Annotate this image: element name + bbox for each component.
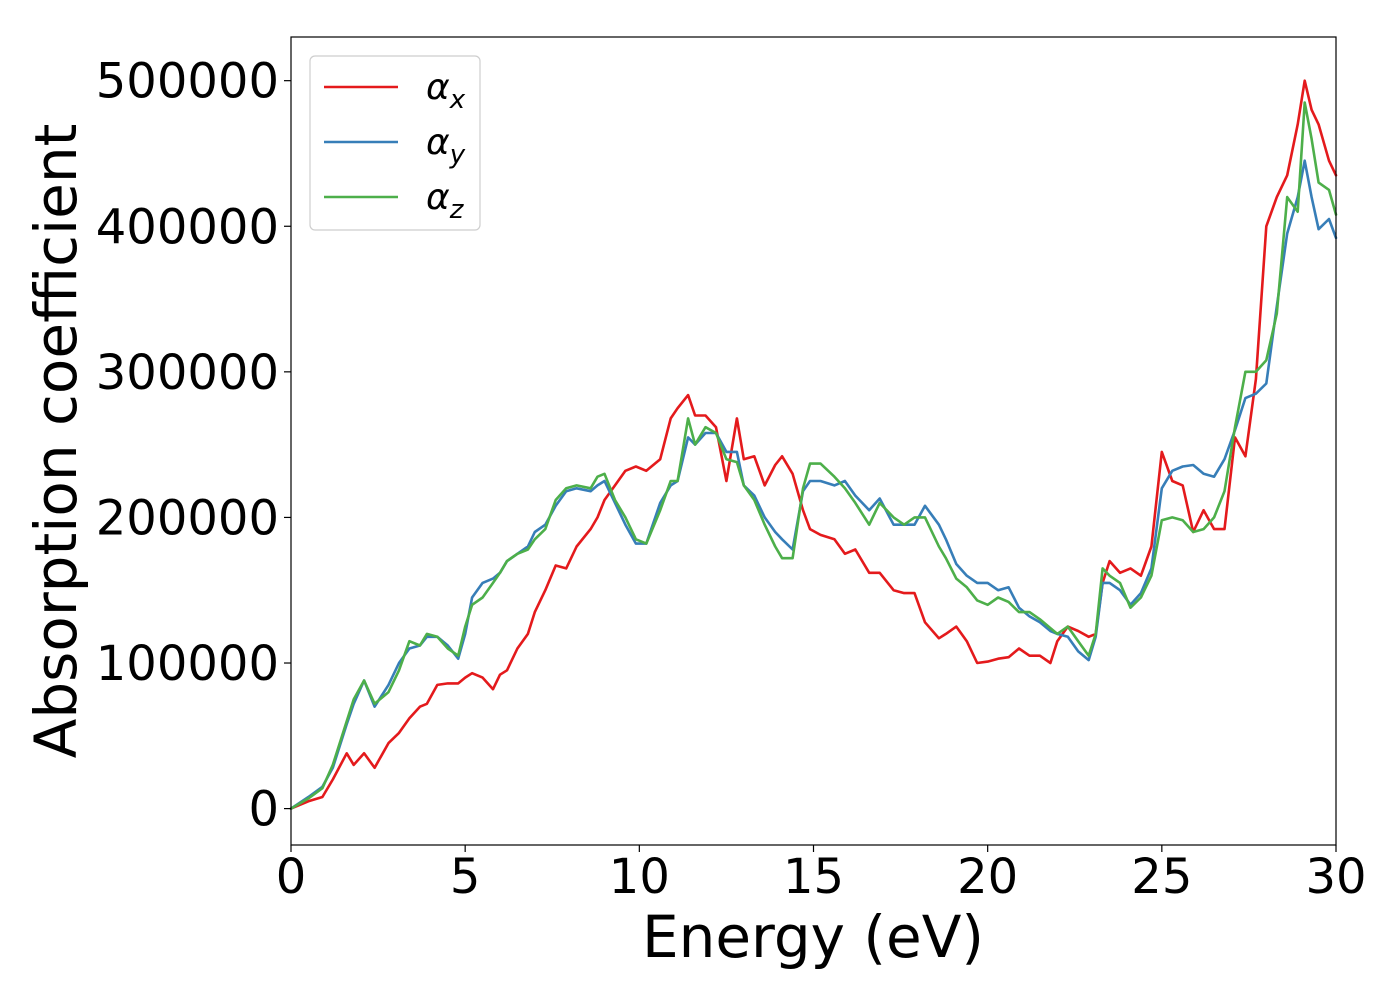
y-tick-label: 500000 bbox=[96, 54, 279, 110]
series-line-y bbox=[289, 159, 1338, 810]
y-tick-label: 200000 bbox=[96, 490, 279, 546]
legend-label-z: αz bbox=[426, 177, 465, 225]
legend-label-x: αx bbox=[426, 67, 466, 115]
series-line-z bbox=[289, 101, 1338, 810]
x-tick-label: 0 bbox=[276, 849, 307, 905]
series-layer bbox=[289, 79, 1338, 810]
x-tick-label: 20 bbox=[957, 849, 1018, 905]
ticks-layer: 0 5 10 15 20 25 30 0 100000 200000 300000 400000 500… bbox=[96, 54, 1367, 905]
y-tick-label: 400000 bbox=[96, 199, 279, 255]
x-tick-label: 10 bbox=[609, 849, 670, 905]
legend: αx αy αz bbox=[309, 55, 481, 231]
series-line-x bbox=[289, 79, 1338, 810]
x-tick-label: 25 bbox=[1131, 849, 1192, 905]
y-axis-title: Absorption coefficient bbox=[22, 124, 90, 759]
x-axis-title: Energy (eV) bbox=[642, 903, 984, 971]
x-tick-label: 30 bbox=[1305, 849, 1366, 905]
legend-label-y: αy bbox=[426, 122, 466, 170]
y-tick-label: 300000 bbox=[96, 345, 279, 401]
x-tick-label: 5 bbox=[450, 849, 481, 905]
legend-items: αx αy αz bbox=[324, 67, 466, 225]
y-tick-label: 100000 bbox=[96, 636, 279, 692]
y-tick-label: 0 bbox=[248, 782, 279, 838]
x-tick-label: 15 bbox=[783, 849, 844, 905]
